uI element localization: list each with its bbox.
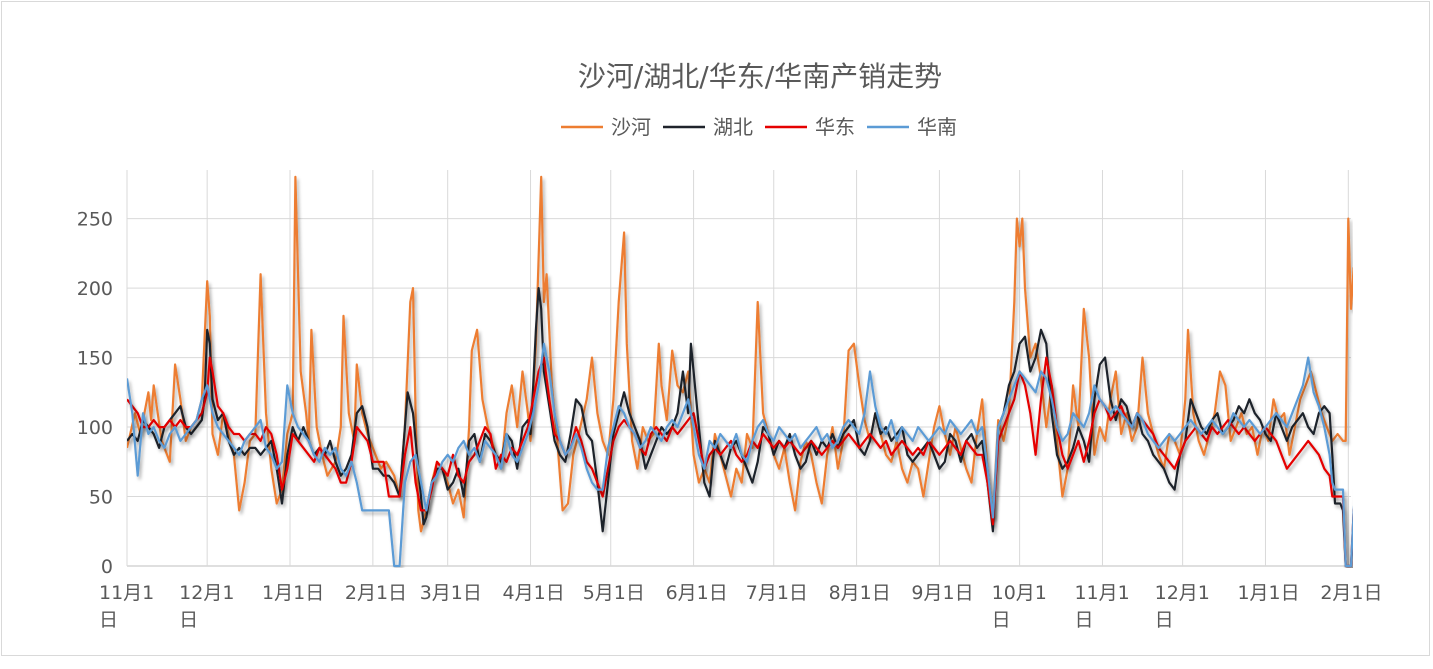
legend-label: 华东 bbox=[815, 115, 855, 139]
x-tick-label: 12月1 bbox=[179, 582, 234, 604]
series-line-4 bbox=[127, 342, 1353, 568]
x-tick-label: 4月1日 bbox=[503, 582, 565, 604]
x-tick-label: 1月1日 bbox=[1237, 582, 1299, 604]
legend-label: 湖北 bbox=[713, 115, 753, 139]
x-tick-label: 11月1 bbox=[99, 582, 154, 604]
x-tick-label: 12月1 bbox=[1155, 582, 1210, 604]
x-axis: 11月1 日 12月1 日 1月1日 2月1日 3月1日 4月1日 5月1日 6月1日 7月1日 8月… bbox=[99, 582, 1383, 631]
y-tick-label: 250 bbox=[77, 209, 113, 231]
series-line-3 bbox=[127, 356, 1353, 568]
x-tick-label: 3月1日 bbox=[420, 582, 482, 604]
y-tick-label: 150 bbox=[77, 348, 113, 370]
y-tick-label: 100 bbox=[77, 417, 113, 439]
chart-frame bbox=[1, 1, 1430, 656]
x-tick-label: 2月1日 bbox=[1320, 582, 1382, 604]
x-tick-label: 日 bbox=[1155, 609, 1174, 631]
x-tick-label: 日 bbox=[1074, 609, 1093, 631]
x-tick-label: 7月1日 bbox=[746, 582, 808, 604]
x-tick-label: 5月1日 bbox=[583, 582, 645, 604]
series-line-1 bbox=[127, 175, 1353, 533]
x-tick-label: 日 bbox=[992, 609, 1011, 631]
x-tick-label: 10月1 bbox=[992, 582, 1047, 604]
y-tick-label: 50 bbox=[89, 487, 113, 509]
legend: 沙河 湖北 华东 华南 bbox=[561, 115, 957, 139]
x-tick-label: 11月1 bbox=[1074, 582, 1129, 604]
x-tick-label: 2月1日 bbox=[345, 582, 407, 604]
y-axis: 0 50 100 150 200 250 bbox=[77, 209, 113, 578]
x-tick-label: 1月1日 bbox=[262, 582, 324, 604]
x-tick-label: 6月1日 bbox=[666, 582, 728, 604]
plot-area bbox=[127, 175, 1353, 568]
legend-label: 华南 bbox=[917, 115, 957, 139]
chart-title: 沙河/湖北/华东/华南产销走势 bbox=[578, 60, 942, 93]
x-tick-label: 8月1日 bbox=[829, 582, 891, 604]
x-tick-label: 日 bbox=[179, 609, 198, 631]
x-tick-label: 9月1日 bbox=[911, 582, 973, 604]
legend-label: 沙河 bbox=[611, 115, 651, 139]
y-tick-label: 0 bbox=[101, 556, 113, 578]
x-tick-label: 日 bbox=[99, 609, 118, 631]
y-tick-label: 200 bbox=[77, 278, 113, 300]
